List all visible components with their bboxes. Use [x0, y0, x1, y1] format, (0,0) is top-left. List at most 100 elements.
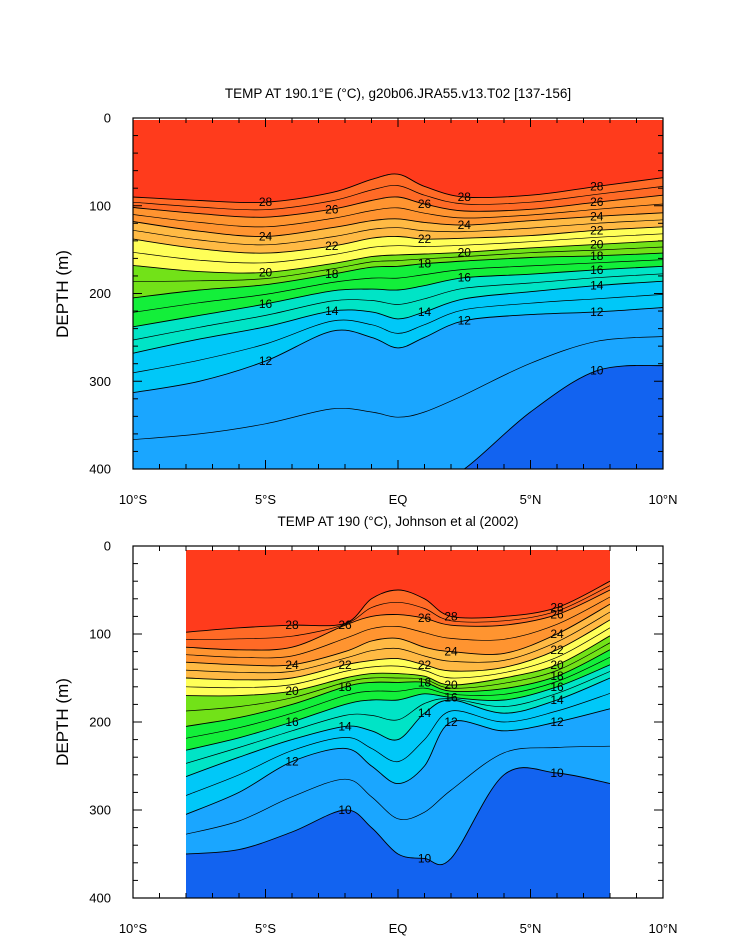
- contour-label: 12: [285, 755, 299, 769]
- isoline-18: [133, 252, 663, 299]
- contour-label: 24: [444, 645, 458, 659]
- contour-label: 20: [550, 658, 564, 672]
- isoline-20: [133, 240, 663, 274]
- contour-label: 26: [550, 608, 564, 622]
- contour-label: 24: [458, 218, 472, 232]
- contour-label: 20: [590, 237, 604, 251]
- isoline-minor: [133, 219, 663, 246]
- contour-label: 24: [259, 230, 273, 244]
- contour-lines: [133, 173, 663, 469]
- x-tick-label: 10°S: [119, 921, 148, 936]
- isoline-minor: [133, 233, 663, 264]
- contour-label: 28: [285, 618, 299, 632]
- isoline-28: [133, 173, 663, 204]
- contour-label: 14: [590, 279, 604, 293]
- contour-label: 10: [590, 364, 604, 378]
- x-tick-label: 10°N: [648, 921, 677, 936]
- isoline-minor: [133, 185, 663, 211]
- y-tick-label: 300: [89, 374, 111, 389]
- isoline-16: [133, 265, 663, 328]
- contour-label: 12: [444, 715, 458, 729]
- chart-title: TEMP AT 190.1°E (°C), g20b06.JRA55.v13.T…: [225, 86, 571, 101]
- contour-fills: [186, 550, 610, 898]
- contour-label: 22: [325, 239, 339, 253]
- isoline-18: [186, 649, 610, 727]
- contour-label: 18: [325, 267, 339, 281]
- y-tick-label: 400: [89, 891, 111, 906]
- isoline-12: [133, 307, 663, 394]
- contour-label: 14: [418, 706, 432, 720]
- contour-label: 14: [550, 693, 564, 707]
- x-tick-label: 5°S: [255, 921, 276, 936]
- contour-label: 14: [338, 719, 352, 733]
- x-tick-label: 10°N: [648, 492, 677, 507]
- x-tick-label: 5°N: [520, 921, 542, 936]
- panel-model: TEMP AT 190.1°E (°C), g20b06.JRA55.v13.T…: [53, 86, 678, 507]
- contour-label: 24: [590, 209, 604, 223]
- contour-label: 10: [550, 766, 564, 780]
- contour-label: 16: [458, 271, 472, 285]
- isoline-10: [186, 767, 610, 866]
- isoline-minor: [133, 273, 663, 341]
- contour-label: 12: [550, 715, 564, 729]
- isoline-minor: [186, 585, 610, 641]
- contour-label: 14: [418, 305, 432, 319]
- isoline-minor: [133, 246, 663, 283]
- contour-label: 22: [338, 658, 352, 672]
- contour-label: 18: [550, 669, 564, 683]
- y-tick-label: 200: [89, 286, 111, 301]
- contour-label: 18: [418, 675, 432, 689]
- isoline-10: [463, 365, 663, 469]
- isoline-minor: [133, 259, 663, 313]
- y-axis-label: DEPTH (m): [53, 678, 72, 766]
- contour-label: 16: [550, 680, 564, 694]
- y-tick-label: 100: [89, 198, 111, 213]
- contour-label: 26: [590, 195, 604, 209]
- contour-label: 12: [590, 305, 604, 319]
- isoline-minor: [186, 671, 610, 764]
- contour-label: 18: [338, 680, 352, 694]
- isoline-minor: [186, 693, 610, 796]
- contour-label: 18: [590, 249, 604, 263]
- contour-label: 26: [418, 611, 432, 625]
- isoline-26: [186, 589, 610, 651]
- isoline-minor: [133, 336, 663, 440]
- contour-label: 28: [259, 195, 273, 209]
- axis-ticks: 0 100 200 300 400 10°S 5°S EQ 5°N 10°N: [89, 539, 677, 937]
- isoline-16: [186, 664, 610, 751]
- contour-label: 20: [285, 684, 299, 698]
- contour-band-28: [133, 120, 663, 203]
- y-tick-label: 200: [89, 715, 111, 730]
- isoline-minor: [186, 611, 610, 674]
- contour-label: 24: [285, 658, 299, 672]
- contour-label: 26: [338, 618, 352, 632]
- contour-label: 28: [444, 609, 458, 623]
- contour-label: 24: [550, 627, 564, 641]
- isoline-14: [186, 677, 610, 778]
- contour-label: 16: [285, 715, 299, 729]
- contour-label: 22: [418, 232, 432, 246]
- x-tick-label: 5°S: [255, 492, 276, 507]
- y-tick-label: 100: [89, 627, 111, 642]
- contour-label: 10: [418, 851, 432, 865]
- isoline-24: [186, 603, 610, 667]
- isoline-20: [186, 635, 610, 697]
- x-tick-label: EQ: [389, 921, 408, 936]
- isoline-minor: [186, 596, 610, 659]
- contour-lines: [186, 580, 610, 866]
- isoline-minor: [186, 656, 610, 739]
- contour-label: 16: [444, 690, 458, 704]
- isoline-minor: [186, 627, 610, 689]
- contour-band-28: [186, 550, 610, 633]
- contour-fills: [133, 120, 663, 469]
- contour-label: 26: [325, 202, 339, 216]
- contour-label: 20: [458, 245, 472, 259]
- contour-label: 14: [325, 304, 339, 318]
- y-tick-label: 0: [104, 111, 111, 126]
- contour-label: 20: [444, 678, 458, 692]
- contour-label: 22: [590, 223, 604, 237]
- x-tick-label: 10°S: [119, 492, 148, 507]
